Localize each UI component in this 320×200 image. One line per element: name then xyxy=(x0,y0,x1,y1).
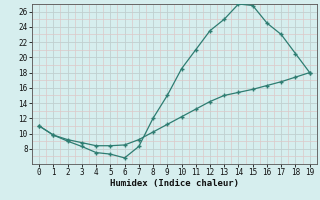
X-axis label: Humidex (Indice chaleur): Humidex (Indice chaleur) xyxy=(110,179,239,188)
